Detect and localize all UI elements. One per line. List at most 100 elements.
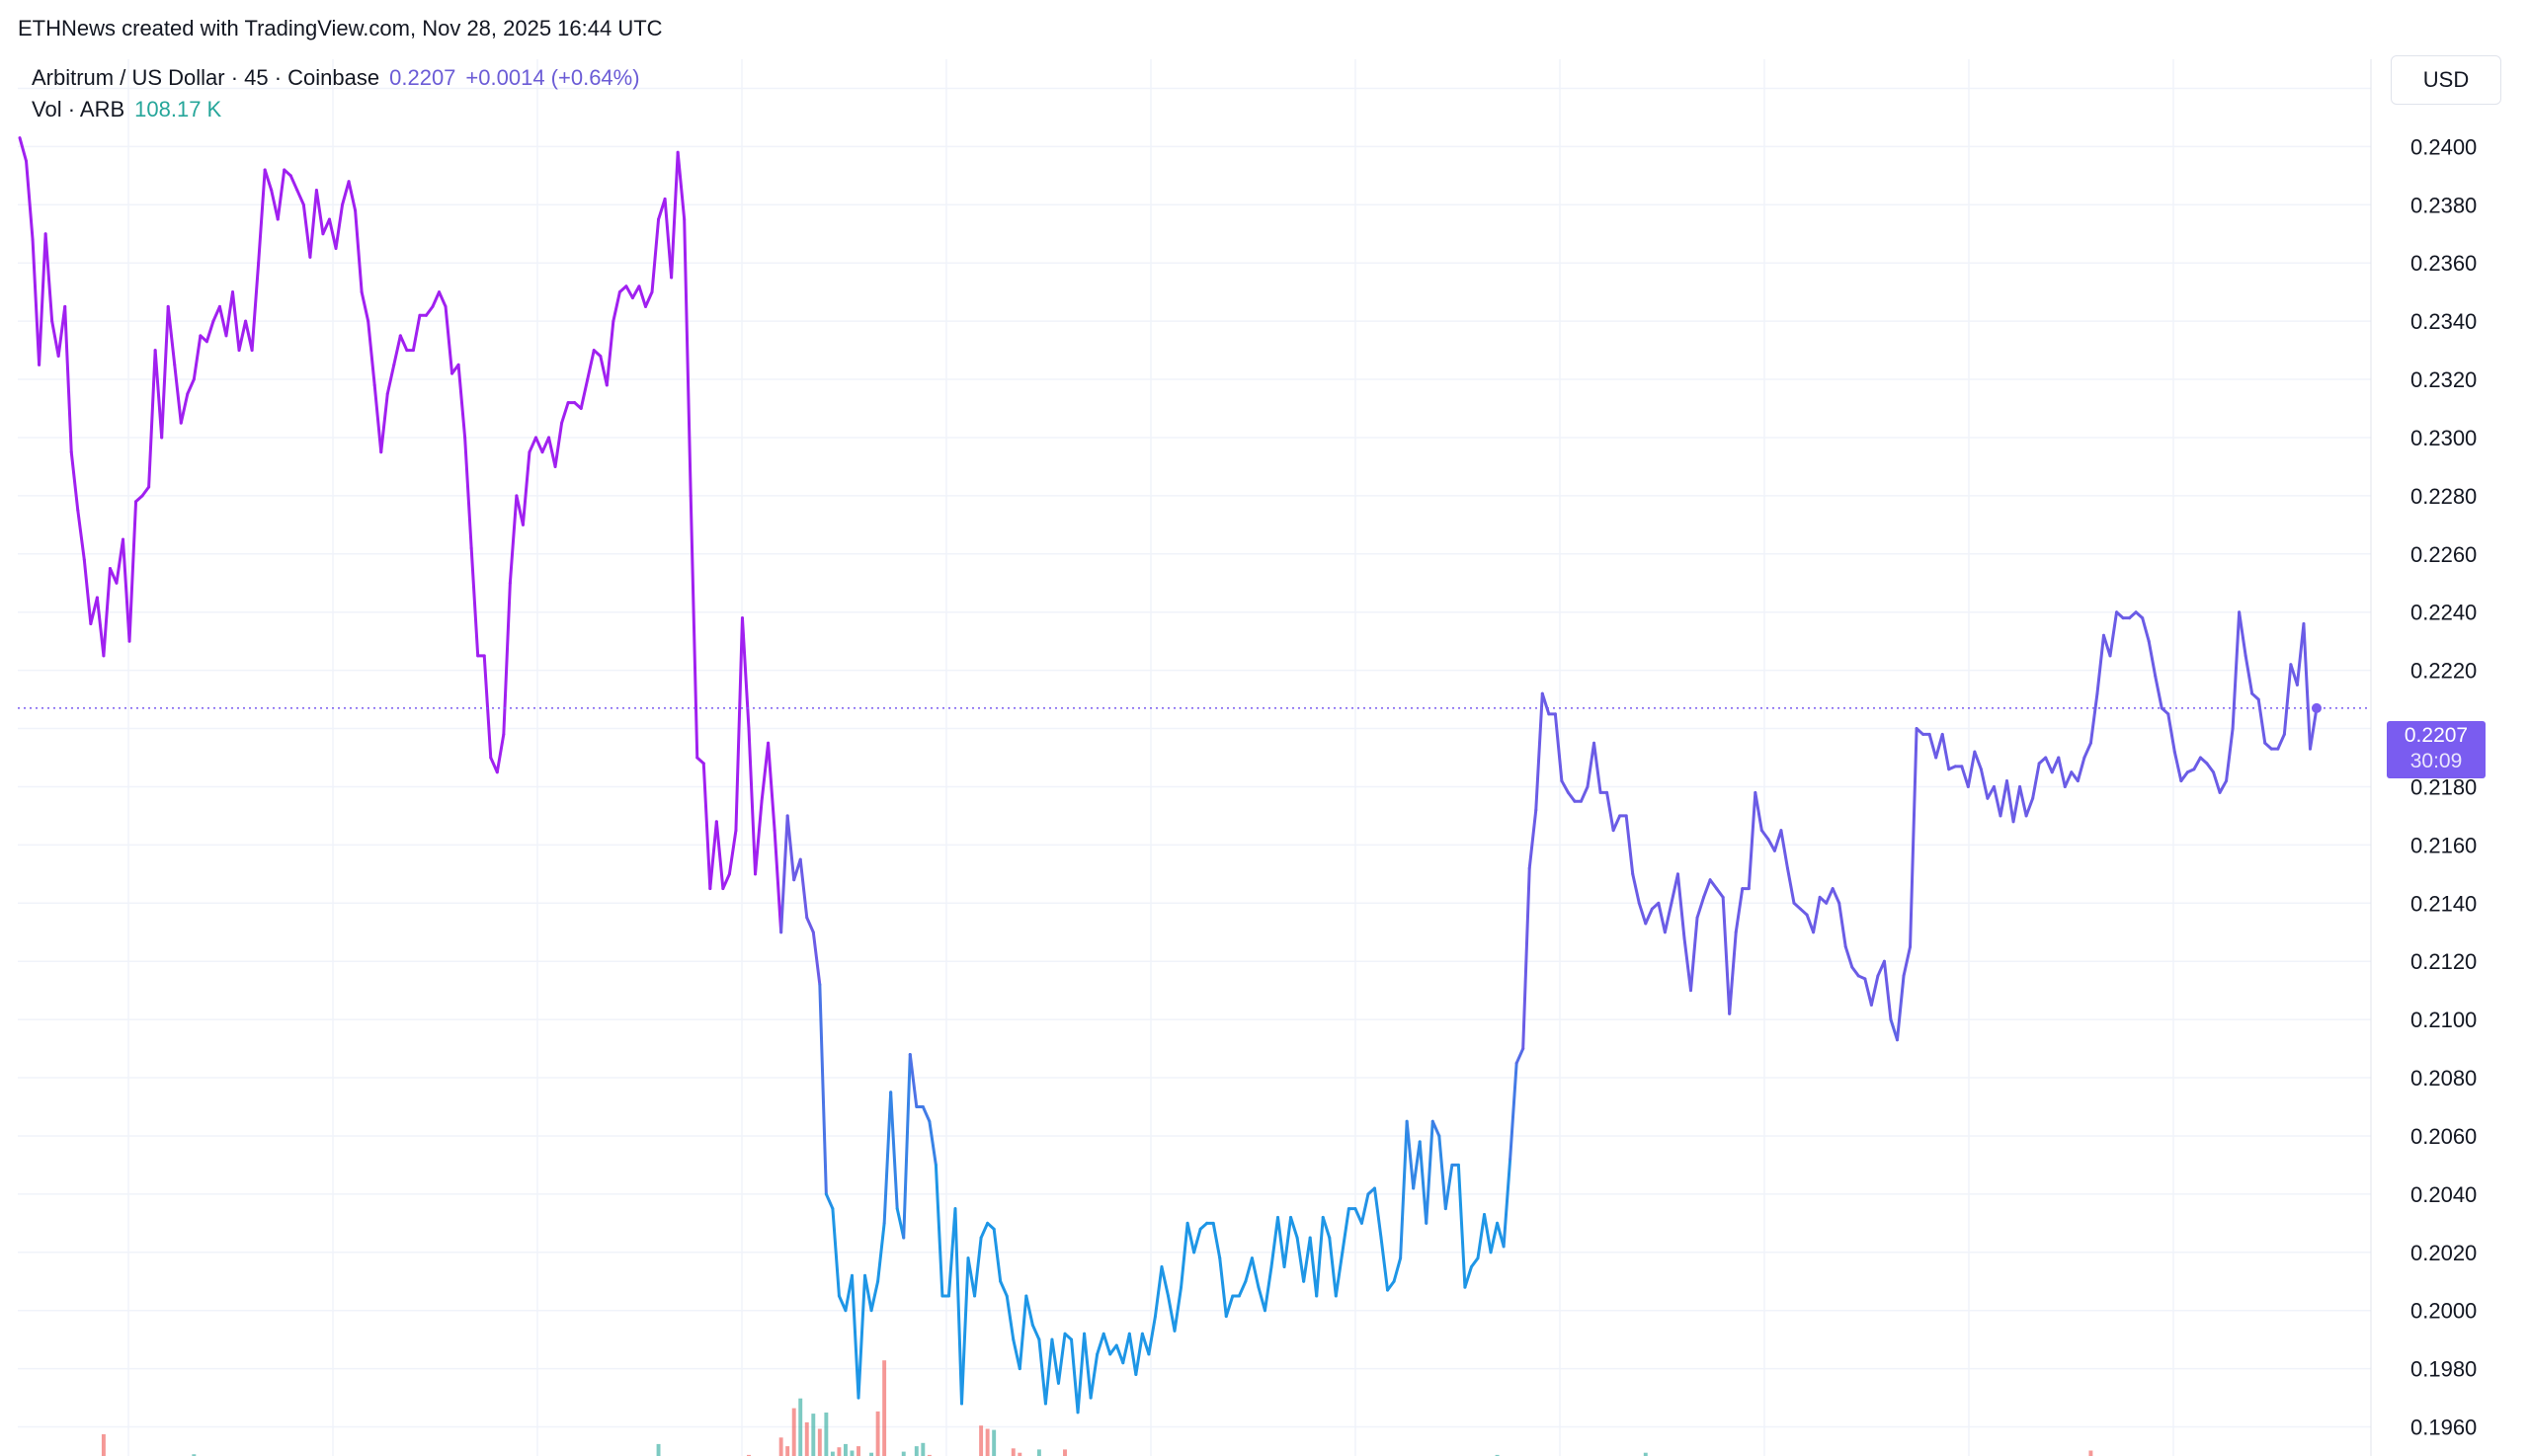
price-line-segment — [179, 392, 190, 425]
y-tick-label: 0.2120 — [2410, 949, 2477, 974]
price-line-segment — [2063, 770, 2074, 788]
price-line-segment — [1843, 944, 1854, 969]
price-line-segment — [166, 304, 177, 366]
price-line-segment — [1353, 1207, 1363, 1225]
price-line-segment — [411, 313, 422, 353]
price-line-segment — [2172, 750, 2183, 783]
price-line-segment — [147, 349, 157, 489]
y-tick-label: 0.2320 — [2410, 367, 2477, 392]
price-line-segment — [127, 500, 138, 643]
price-line-segment — [1766, 837, 1776, 852]
price-line-segment — [1966, 750, 1977, 788]
price-line-segment — [960, 1256, 970, 1406]
price-line-segment — [818, 983, 828, 1196]
price-line-segment — [1934, 732, 1944, 760]
legend-change: +0.0014 (+0.64%) — [465, 65, 640, 90]
price-line-segment — [367, 319, 376, 387]
legend-volume-value: 108.17 K — [134, 97, 222, 121]
price-line-segment — [2095, 633, 2105, 695]
price-line-segment — [1715, 887, 1725, 899]
price-line-segment — [69, 450, 80, 513]
price-line-segment — [1037, 1337, 1047, 1406]
price-line-segment — [2082, 741, 2092, 760]
price-line-segment — [1443, 1163, 1454, 1211]
price-line-segment — [2057, 756, 2067, 788]
price-line-segment — [1379, 1236, 1390, 1292]
price-line-segment — [1728, 930, 1738, 1015]
price-line-segment — [1160, 1265, 1170, 1298]
price-line-segment — [2212, 770, 2222, 794]
price-line-segment — [2044, 756, 2054, 774]
y-tick-label: 0.2060 — [2410, 1124, 2477, 1149]
price-line-segment — [1456, 1163, 1467, 1289]
y-tick-label: 0.2360 — [2410, 251, 2477, 276]
badge-price: 0.2207 — [2404, 724, 2469, 747]
volume-bar — [837, 1447, 842, 1456]
volume-bar — [927, 1454, 932, 1456]
price-line-segment — [2276, 732, 2286, 751]
legend-last-price: 0.2207 — [389, 65, 456, 90]
price-line-segment — [2205, 762, 2216, 774]
price-line-segment — [237, 319, 248, 353]
price-line-segment — [630, 284, 641, 300]
volume-bar — [824, 1413, 829, 1456]
price-line-segment — [25, 159, 35, 242]
price-line-segment — [1334, 1251, 1345, 1298]
price-line-segment — [1927, 732, 1938, 760]
price-line-segment — [1386, 1279, 1396, 1292]
price-line-segment — [533, 436, 544, 454]
y-tick-label: 0.1960 — [2410, 1416, 2477, 1440]
currency-selector[interactable]: USD — [2391, 55, 2501, 105]
volume-bar — [101, 1434, 106, 1456]
legend-volume-row[interactable]: Vol · ARB 108.17 K — [32, 97, 231, 122]
volume-bar — [1011, 1448, 1016, 1456]
price-line-segment — [2225, 727, 2235, 783]
price-line-segment — [379, 392, 389, 454]
price-line-segment — [2141, 616, 2151, 643]
price-line-segment — [102, 567, 112, 658]
y-tick-label: 0.2000 — [2410, 1299, 2477, 1324]
price-line-group — [18, 136, 2319, 1415]
y-tick-label: 0.2160 — [2410, 833, 2477, 857]
price-line-segment — [1521, 866, 1531, 1051]
price-line-segment — [1895, 974, 1906, 1042]
price-line-segment — [1779, 829, 1789, 870]
price-line-segment — [1637, 901, 1648, 926]
price-axis[interactable]: 0.24200.24000.23800.23600.23400.23200.23… — [2410, 76, 2477, 1439]
volume-bar — [843, 1443, 848, 1456]
price-line-segment — [1837, 901, 1847, 948]
price-line-segment — [1392, 1256, 1403, 1283]
price-line-segment — [1328, 1236, 1338, 1298]
legend-volume-label[interactable]: Vol · ARB — [32, 97, 125, 121]
price-line-segment — [1089, 1352, 1100, 1400]
price-line-segment — [288, 174, 299, 193]
price-line-segment — [1302, 1236, 1312, 1283]
price-line-segment — [1902, 944, 1913, 978]
volume-bar — [1036, 1449, 1041, 1456]
volume-bar — [979, 1425, 984, 1456]
price-line-segment — [1437, 1134, 1447, 1211]
price-line-segment — [2231, 610, 2242, 731]
last-price-dot — [2312, 702, 2322, 713]
price-line-segment — [2302, 621, 2312, 751]
price-line-segment — [560, 401, 570, 425]
price-line-segment — [1237, 1279, 1248, 1298]
price-line-segment — [1308, 1236, 1319, 1298]
price-line-segment — [1747, 790, 1757, 891]
legend-symbol-row[interactable]: Arbitrum / US Dollar · 45 · Coinbase 0.22… — [32, 65, 650, 91]
price-line-segment — [463, 436, 473, 550]
price-line-segment — [1030, 1323, 1041, 1341]
price-line-segment — [1592, 741, 1602, 794]
y-tick-label: 0.2380 — [2410, 193, 2477, 217]
price-line-segment — [1173, 1285, 1183, 1333]
price-line-segment — [1940, 732, 1951, 771]
price-line-segment — [1611, 814, 1622, 833]
price-line-segment — [1540, 691, 1551, 716]
price-line-segment — [1476, 1212, 1487, 1260]
price-line-segment — [2050, 756, 2061, 774]
price-line-segment — [173, 363, 183, 425]
volume-bar — [882, 1360, 887, 1456]
legend-symbol[interactable]: Arbitrum / US Dollar · 45 · Coinbase — [32, 65, 380, 90]
price-line-segment — [586, 349, 596, 381]
